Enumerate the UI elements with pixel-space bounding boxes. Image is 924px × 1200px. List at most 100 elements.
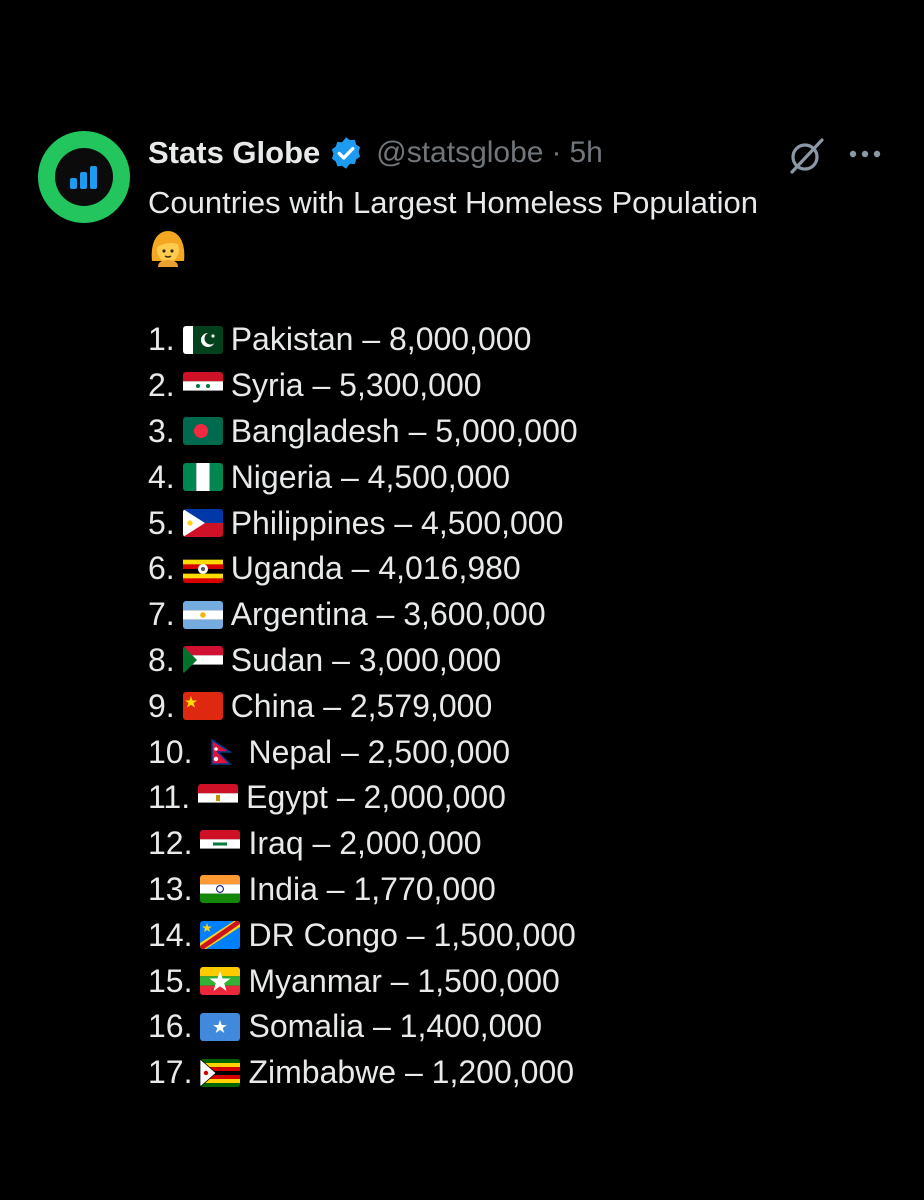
tweet-body: Countries with Largest Homeless Populati… xyxy=(148,183,888,1096)
list-separator: – xyxy=(317,870,354,907)
homeless-count: 8,000,000 xyxy=(389,321,532,358)
list-separator: – xyxy=(367,596,404,633)
homeless-count: 4,500,000 xyxy=(367,458,510,495)
homeless-count: 2,579,000 xyxy=(349,687,493,724)
country-name: Myanmar xyxy=(248,962,382,999)
flag-ug-icon xyxy=(182,554,223,583)
list-separator: – xyxy=(342,550,379,587)
flag-pk-icon xyxy=(182,325,223,354)
list-rank: 10. xyxy=(148,733,193,770)
account-name[interactable]: Stats Globe xyxy=(148,135,321,170)
list-rank: 1. xyxy=(148,321,175,358)
list-item: 4. Nigeria – 4,500,000 xyxy=(148,454,888,500)
list-item: 10. Nepal – 2,500,000 xyxy=(148,729,888,775)
list-separator: – xyxy=(399,412,436,449)
list-separator: – xyxy=(396,1054,432,1091)
list-item: 15. Myanmar – 1,500,000 xyxy=(148,958,888,1004)
homeless-count: 5,000,000 xyxy=(435,412,578,449)
timestamp[interactable]: 5h xyxy=(569,136,603,169)
list-item: 8. Sudan – 3,000,000 xyxy=(148,638,888,684)
country-name: Uganda xyxy=(230,550,343,587)
list-rank: 4. xyxy=(148,458,175,495)
bar-chart-logo-icon xyxy=(55,148,113,206)
flag-ng-icon xyxy=(182,463,223,492)
country-name: Zimbabwe xyxy=(248,1054,397,1091)
flag-iq-icon xyxy=(200,829,241,858)
list-rank: 16. xyxy=(148,1008,193,1045)
list-rank: 2. xyxy=(148,367,175,404)
flag-cd-icon xyxy=(200,921,241,950)
flag-so-icon xyxy=(200,1012,241,1041)
list-separator: – xyxy=(314,687,350,724)
tweet-title: Countries with Largest Homeless Populati… xyxy=(148,185,758,220)
list-separator: – xyxy=(397,916,434,953)
homeless-count: 2,000,000 xyxy=(363,779,506,816)
country-name: Nepal xyxy=(248,733,333,770)
flag-zw-icon xyxy=(200,1058,241,1087)
country-name: China xyxy=(230,687,315,724)
flag-in-icon xyxy=(200,875,241,904)
homeless-count: 2,500,000 xyxy=(367,733,511,770)
list-separator: – xyxy=(332,458,368,495)
verified-badge-icon[interactable] xyxy=(328,135,364,171)
list-item: 13. India – 1,770,000 xyxy=(148,867,888,913)
flag-cn-icon xyxy=(182,692,223,721)
list-separator: – xyxy=(381,962,418,999)
list-separator: – xyxy=(385,504,422,541)
country-name: Iraq xyxy=(248,825,304,862)
list-item: 14. DR Congo – 1,500,000 xyxy=(148,912,888,958)
homeless-count: 1,200,000 xyxy=(431,1054,575,1091)
list-separator: – xyxy=(323,641,359,678)
country-name: Bangladesh xyxy=(230,412,400,449)
list-rank: 9. xyxy=(148,687,175,724)
more-options-icon[interactable] xyxy=(848,140,884,173)
grok-icon[interactable] xyxy=(786,136,826,181)
country-list: 1. Pakistan – 8,000,000 2. Syria – 5,300,00… xyxy=(148,317,888,1096)
list-separator: – xyxy=(364,1008,400,1045)
tweet-header: Stats Globe @statsglobe · 5h xyxy=(148,133,603,173)
list-item: 12. Iraq – 2,000,000 xyxy=(148,821,888,867)
country-name: Sudan xyxy=(230,641,324,678)
flag-eg-icon xyxy=(198,783,239,812)
list-rank: 5. xyxy=(148,504,175,541)
list-rank: 6. xyxy=(148,550,175,587)
list-item: 6. Uganda – 4,016,980 xyxy=(148,546,888,592)
homeless-count: 3,000,000 xyxy=(358,641,502,678)
country-name: Somalia xyxy=(248,1008,365,1045)
country-name: Egypt xyxy=(246,779,328,816)
flag-bd-icon xyxy=(182,417,223,446)
list-item: 7. Argentina – 3,600,000 xyxy=(148,592,888,638)
list-separator: – xyxy=(353,321,389,358)
list-item: 16. Somalia – 1,400,000 xyxy=(148,1004,888,1050)
list-separator: – xyxy=(332,733,368,770)
list-item: 1. Pakistan – 8,000,000 xyxy=(148,317,888,363)
country-name: Pakistan xyxy=(230,321,354,358)
homeless-count: 1,500,000 xyxy=(433,916,576,953)
list-rank: 7. xyxy=(148,596,175,633)
list-rank: 14. xyxy=(148,916,193,953)
list-rank: 15. xyxy=(148,962,193,999)
separator-dot: · xyxy=(551,136,562,169)
country-name: Argentina xyxy=(230,596,368,633)
flag-sy-icon xyxy=(182,371,223,400)
list-rank: 8. xyxy=(148,641,175,678)
country-name: India xyxy=(248,870,318,907)
list-separator: – xyxy=(303,825,340,862)
list-separator: – xyxy=(327,779,364,816)
flag-np-icon xyxy=(200,738,240,766)
flag-ar-icon xyxy=(182,600,223,629)
homeless-count: 2,000,000 xyxy=(339,825,482,862)
flag-mm-icon xyxy=(200,967,241,996)
list-rank: 13. xyxy=(148,870,193,907)
homeless-count: 4,016,980 xyxy=(378,550,521,587)
list-item: 5. Philippines – 4,500,000 xyxy=(148,500,888,546)
flag-sd-icon xyxy=(182,646,223,675)
homeless-count: 3,600,000 xyxy=(403,596,546,633)
flag-ph-icon xyxy=(182,509,223,538)
person-with-blond-hair-emoji-icon xyxy=(148,227,888,271)
account-handle[interactable]: @statsglobe xyxy=(376,136,544,169)
list-item: 17. Zimbabwe – 1,200,000 xyxy=(148,1050,888,1096)
list-rank: 12. xyxy=(148,825,193,862)
homeless-count: 4,500,000 xyxy=(421,504,564,541)
avatar[interactable] xyxy=(38,131,130,223)
